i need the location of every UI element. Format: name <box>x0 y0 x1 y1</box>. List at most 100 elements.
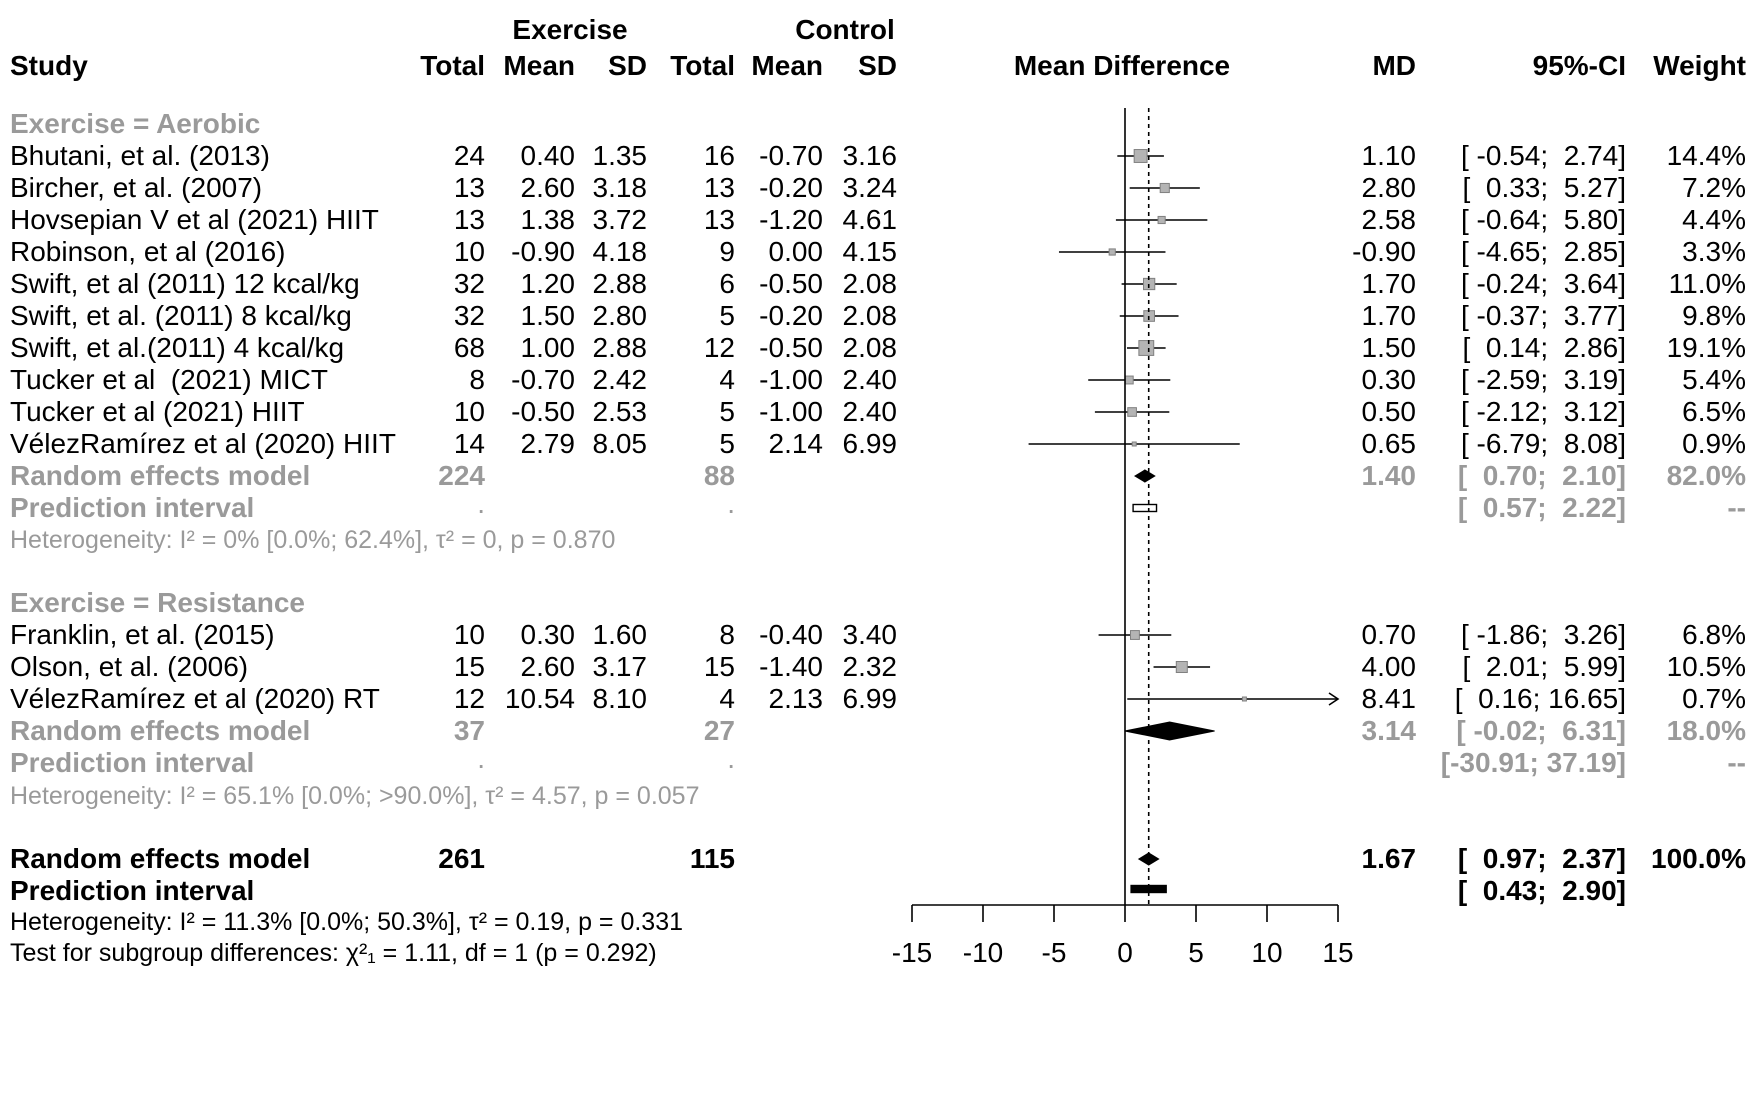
study-c-sd: 3.16 <box>842 140 898 171</box>
study-md: 1.70 <box>1361 268 1417 299</box>
study-c-sd: 6.99 <box>842 428 898 459</box>
study-e-mean: 2.79 <box>520 428 576 459</box>
study-c-mean: -0.50 <box>759 332 823 363</box>
study-md: 1.70 <box>1361 300 1417 331</box>
study-name: Bircher, et al. (2007) <box>10 172 263 203</box>
overall-prediction-label: Prediction interval <box>10 875 255 906</box>
study-e-mean: 2.60 <box>520 172 576 203</box>
study-e-sd: 3.17 <box>592 651 648 682</box>
study-e-total: 32 <box>453 268 485 299</box>
study-c-mean: -1.00 <box>759 364 823 395</box>
overall-model-label: Random effects model <box>10 843 311 874</box>
study-e-sd: 2.88 <box>592 332 648 363</box>
overall-heterogeneity: Heterogeneity: I² = 11.3% [0.0%; 50.3%],… <box>10 908 684 936</box>
study-name: Swift, et al.(2011) 4 kcal/kg <box>10 332 345 363</box>
study-c-sd: 2.08 <box>842 332 898 363</box>
subgroup-model-ci: [ -0.02; 6.31] <box>1456 715 1626 746</box>
study-e-total: 12 <box>453 683 485 714</box>
col-e-total: Total <box>420 50 485 81</box>
study-e-total: 15 <box>453 651 485 682</box>
subgroup-prediction-label: Prediction interval <box>10 747 255 778</box>
study-e-total: 13 <box>453 172 485 203</box>
study-ci: [ 2.01; 5.99] <box>1462 651 1626 682</box>
x-tick-label: -10 <box>962 937 1004 968</box>
overall-model-ci: [ 0.97; 2.37] <box>1457 843 1626 874</box>
overall-model-weight: 100.0% <box>1651 843 1746 874</box>
x-tick-label: -15 <box>891 937 933 968</box>
subgroup-prediction-c-dot: . <box>727 488 735 519</box>
study-ci: [ -0.37; 3.77] <box>1461 300 1626 331</box>
subgroup-model-e-total: 224 <box>438 460 485 491</box>
study-ci: [ -6.79; 8.08] <box>1461 428 1626 459</box>
subgroup-model-diamond <box>1133 469 1156 483</box>
x-tick-label: 10 <box>1251 937 1283 968</box>
study-e-mean: 10.54 <box>504 683 575 714</box>
subgroup-prediction-e-dot: . <box>477 488 485 519</box>
subgroup-prediction-c-dot: . <box>727 743 735 774</box>
study-c-total: 12 <box>703 332 735 363</box>
study-c-sd: 6.99 <box>842 683 898 714</box>
study-ci: [ -1.86; 3.26] <box>1461 619 1626 650</box>
study-c-total: 4 <box>719 683 735 714</box>
subgroup-title: Exercise = Aerobic <box>10 108 261 139</box>
study-c-sd: 2.08 <box>842 268 898 299</box>
study-c-total: 9 <box>719 236 735 267</box>
study-e-sd: 2.88 <box>592 268 648 299</box>
study-weight: 7.2% <box>1682 172 1746 203</box>
study-c-sd: 4.15 <box>842 236 898 267</box>
study-point <box>1157 215 1166 225</box>
study-c-mean: 2.14 <box>768 428 824 459</box>
study-e-sd: 4.18 <box>592 236 648 267</box>
study-point <box>1138 340 1155 356</box>
subgroup-prediction-ci: [-30.91; 37.19] <box>1440 747 1626 778</box>
subgroup-prediction-ci: [ 0.57; 2.22] <box>1457 492 1626 523</box>
x-tick-label: 5 <box>1188 937 1204 968</box>
study-c-total: 16 <box>703 140 735 171</box>
study-name: Tucker et al (2021) HIIT <box>10 396 305 427</box>
study-md: 0.70 <box>1361 619 1417 650</box>
study-point <box>1175 660 1188 674</box>
study-c-sd: 3.24 <box>842 172 898 203</box>
subgroup-prediction-e-dot: . <box>477 743 485 774</box>
subgroup-model-label: Random effects model <box>10 715 311 746</box>
study-name: Swift, et al (2011) 12 kcal/kg <box>10 268 360 299</box>
study-ci: [ -0.54; 2.74] <box>1461 140 1626 171</box>
study-ci: [ -0.24; 3.64] <box>1461 268 1626 299</box>
group2-header: Control <box>795 14 895 45</box>
subgroup-differences-test: Test for subgroup differences: χ²₁ = 1.1… <box>10 939 657 967</box>
study-md: 1.50 <box>1361 332 1417 363</box>
study-md: -0.90 <box>1352 236 1416 267</box>
col-c-mean: Mean <box>751 50 823 81</box>
study-e-mean: 1.38 <box>520 204 576 235</box>
study-point <box>1131 441 1137 447</box>
study-name: VélezRamírez et al (2020) RT <box>10 683 380 714</box>
subgroup-title: Exercise = Resistance <box>10 587 305 618</box>
study-ci: [ -2.12; 3.12] <box>1461 396 1626 427</box>
study-weight: 6.8% <box>1682 619 1746 650</box>
study-point <box>1159 182 1170 194</box>
study-e-total: 8 <box>469 364 485 395</box>
study-c-total: 5 <box>719 428 735 459</box>
col-md: MD <box>1372 50 1416 81</box>
study-md: 1.10 <box>1361 140 1417 171</box>
subgroup-heterogeneity: Heterogeneity: I² = 0% [0.0%; 62.4%], τ²… <box>10 526 616 554</box>
overall-model-md: 1.67 <box>1361 843 1417 874</box>
col-c-total: Total <box>670 50 735 81</box>
study-name: Hovsepian V et al (2021) HIIT <box>10 204 379 235</box>
subgroup-prediction-bar <box>1132 503 1158 513</box>
study-e-sd: 2.42 <box>592 364 648 395</box>
study-e-sd: 2.80 <box>592 300 648 331</box>
x-tick-label: -5 <box>1041 937 1067 968</box>
overall-model-e-total: 261 <box>438 843 485 874</box>
study-point <box>1241 696 1247 702</box>
subgroup-model-weight: 18.0% <box>1666 715 1746 746</box>
study-ci: [ -2.59; 3.19] <box>1461 364 1626 395</box>
study-weight: 11.0% <box>1668 268 1746 299</box>
study-e-total: 10 <box>453 236 485 267</box>
subgroup-model-c-total: 27 <box>703 715 735 746</box>
study-c-sd: 2.32 <box>842 651 898 682</box>
study-e-total: 14 <box>453 428 485 459</box>
subgroup-prediction-weight: -- <box>1727 492 1746 523</box>
study-e-total: 32 <box>453 300 485 331</box>
subgroup-model-label: Random effects model <box>10 460 311 491</box>
